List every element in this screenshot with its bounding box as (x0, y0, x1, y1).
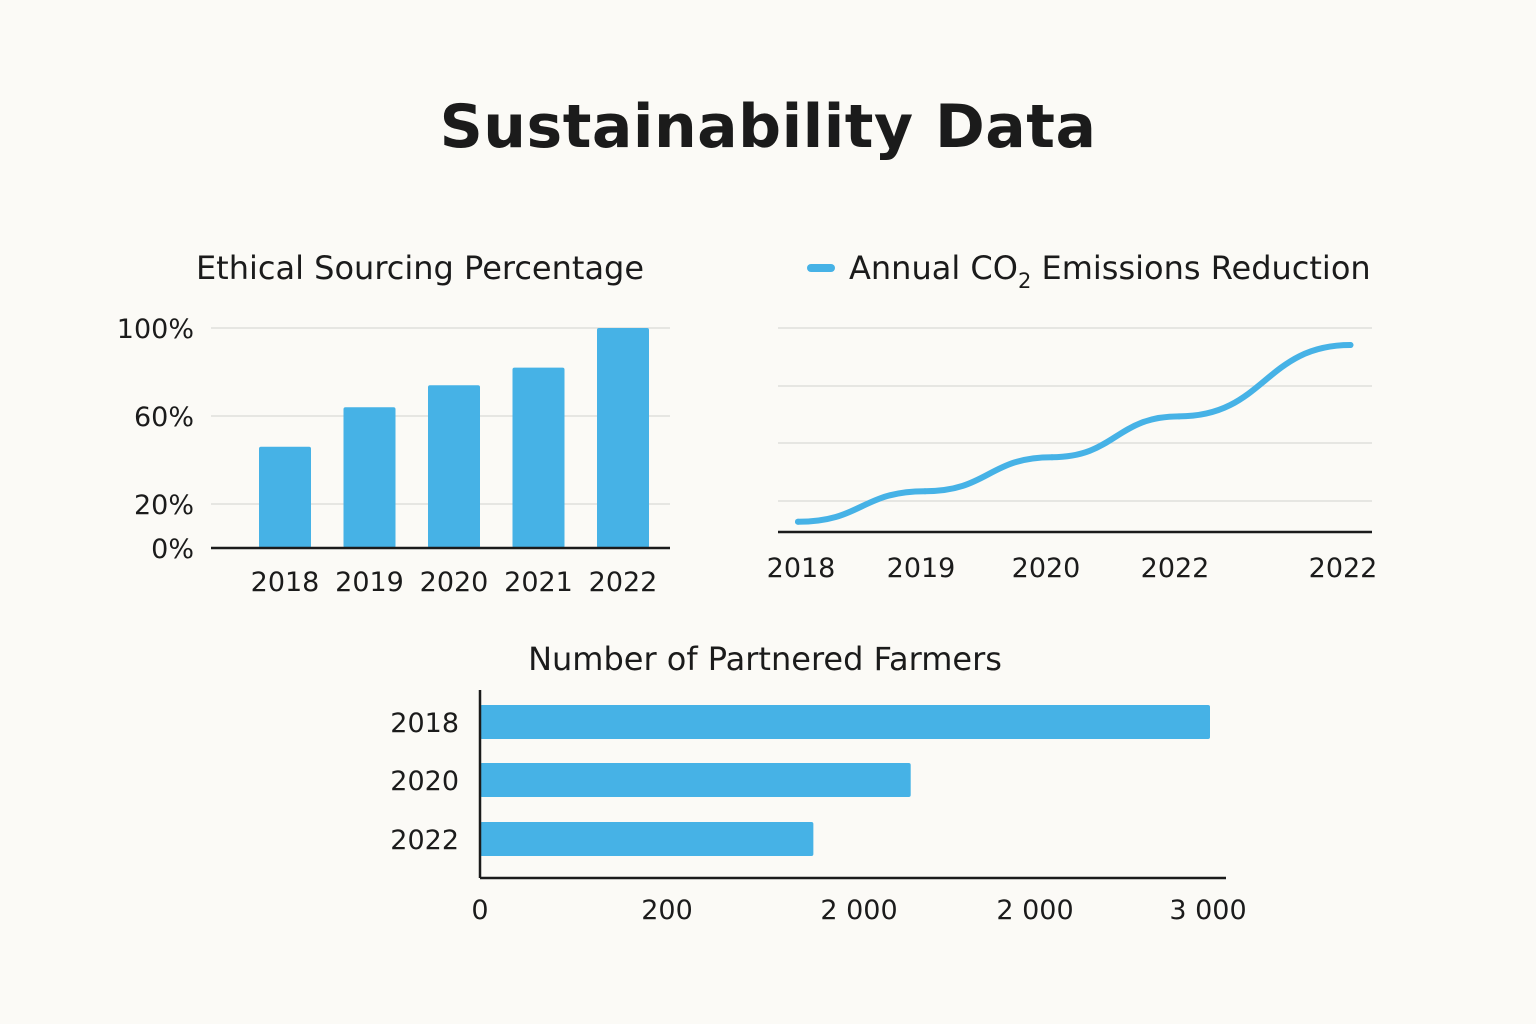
co2-data-point (1176, 413, 1182, 420)
co2-data-point (1049, 454, 1055, 461)
ethical-sourcing-bar (512, 367, 565, 548)
ethical-sourcing-bar (597, 328, 649, 548)
co2-x-tick: 2022 (1141, 553, 1210, 584)
partnered-farmers-title: Number of Partnered Farmers (528, 640, 1002, 678)
co2-reduction-chart: Annual CO2 Emissions Reduction 2018 2019 2… (767, 249, 1378, 584)
ethical-sourcing-y-tick: 0% (151, 534, 194, 565)
partnered-farmers-y-tick: 2018 (390, 708, 459, 739)
co2-data-point (922, 488, 928, 495)
co2-series-line (795, 342, 1354, 525)
ethical-sourcing-y-tick: 20% (134, 490, 194, 521)
ethical-sourcing-title: Ethical Sourcing Percentage (196, 249, 644, 287)
ethical-sourcing-x-tick: 2021 (504, 567, 573, 598)
partnered-farmers-x-tick: 2 000 (996, 895, 1073, 926)
ethical-sourcing-bar (259, 446, 311, 548)
partnered-farmers-x-tick: 0 (471, 895, 488, 926)
ethical-sourcing-bar (343, 407, 396, 548)
partnered-farmers-x-tick: 3 000 (1169, 895, 1246, 926)
co2-x-tick: 2018 (767, 553, 836, 584)
co2-x-tick: 2022 (1309, 553, 1378, 584)
ethical-sourcing-x-tick: 2019 (335, 567, 404, 598)
page-title: Sustainability Data (439, 92, 1097, 162)
co2-data-point (1347, 342, 1354, 348)
ethical-sourcing-x-tick: 2018 (251, 567, 320, 598)
partnered-farmers-y-tick: 2020 (390, 766, 459, 797)
partnered-farmers-x-tick: 2 000 (820, 895, 897, 926)
partnered-farmers-x-tick: 200 (641, 895, 693, 926)
ethical-sourcing-x-tick: 2022 (589, 567, 658, 598)
ethical-sourcing-y-tick: 60% (134, 402, 194, 433)
partnered-farmers-y-tick: 2022 (390, 825, 459, 856)
ethical-sourcing-chart: Ethical Sourcing Percentage 0% 20% 60% 100%… (117, 249, 670, 598)
co2-x-tick: 2020 (1012, 553, 1081, 584)
partnered-farmers-bar (480, 822, 814, 856)
co2-title-subscript: 2 (1018, 269, 1031, 293)
co2-title-main: Annual CO (849, 249, 1018, 287)
partnered-farmers-bar (480, 763, 911, 797)
co2-title-rest: Emissions Reduction (1031, 249, 1370, 287)
partnered-farmers-bar (480, 705, 1210, 739)
co2-data-point (795, 518, 801, 525)
co2-title: Annual CO2 Emissions Reduction (849, 249, 1371, 293)
partnered-farmers-chart: Number of Partnered Farmers 2018 2020 2022… (390, 640, 1246, 926)
ethical-sourcing-y-tick: 100% (117, 314, 194, 345)
co2-x-tick: 2019 (887, 553, 956, 584)
ethical-sourcing-bar (428, 385, 480, 548)
ethical-sourcing-x-tick: 2020 (420, 567, 489, 598)
